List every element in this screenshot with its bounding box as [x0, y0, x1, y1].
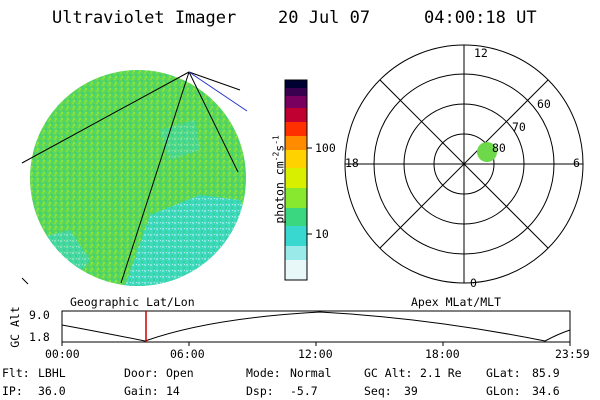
altitude-plot [61, 310, 571, 346]
flt-label: Flt: [2, 366, 30, 380]
door-label: Door: [124, 366, 159, 380]
lat-label-70: 70 [512, 120, 526, 134]
mlt-label-18: 18 [345, 156, 359, 170]
x-tick-0000: 00:00 [45, 347, 80, 361]
apex-caption: Apex MLat/MLT [411, 295, 502, 309]
view-lines [21, 71, 241, 285]
x-tick-0600: 06:00 [170, 347, 205, 361]
dsp-value: -5.7 [290, 384, 318, 398]
colorbar-tick-10: 10 [315, 227, 329, 241]
seq-label: Seq: [364, 384, 392, 398]
altitude-y-bottom: 1.8 [29, 330, 50, 344]
colorbar-unit-exp2: -1 [271, 135, 281, 145]
dsp-label: Dsp: [246, 384, 274, 398]
auroral-spot [477, 142, 497, 162]
gcalt-value: 2.1 Re [420, 366, 462, 380]
mode-label: Mode: [246, 366, 281, 380]
ip-value: 36.0 [38, 384, 66, 398]
seq-value: 39 [404, 384, 418, 398]
geographic-caption: Geographic Lat/Lon [70, 295, 195, 309]
earth-disk [30, 70, 246, 286]
glat-value: 85.9 [532, 366, 560, 380]
colorbar-unit-label: photon cm-2s-1 [272, 114, 287, 244]
date-label: 20 Jul 07 [278, 8, 371, 28]
colorbar-unit-base: photon cm [272, 161, 287, 224]
lat-label-80: 80 [492, 141, 506, 155]
colorbar-tick-100: 100 [315, 141, 336, 155]
flt-value: LBHL [38, 366, 66, 380]
ip-label: IP: [2, 384, 23, 398]
app-title: Ultraviolet Imager [52, 8, 237, 28]
glon-value: 34.6 [532, 384, 560, 398]
colorbar-unit-exp1: -2 [271, 151, 281, 162]
color-bar [284, 79, 312, 281]
glon-label: GLon: [486, 384, 521, 398]
x-tick-2359: 23:59 [555, 347, 590, 361]
sun-direction-line [188, 71, 248, 112]
x-tick-1200: 12:00 [298, 347, 333, 361]
mlt-label-6: 6 [573, 156, 580, 170]
colorbar-unit-mid: s [272, 144, 287, 152]
glat-label: GLat: [486, 366, 521, 380]
time-label: 04:00:18 UT [424, 8, 537, 28]
gcalt-label: GC Alt: [364, 366, 413, 380]
altitude-y-top: 9.0 [29, 308, 50, 322]
mode-value: Normal [290, 366, 332, 380]
gain-label: Gain: [124, 384, 159, 398]
mlt-label-0: 0 [470, 276, 477, 290]
lat-label-60: 60 [537, 97, 551, 111]
mlt-label-12: 12 [474, 46, 488, 60]
altitude-axis-label: GC Alt [7, 306, 22, 348]
polar-plot [344, 44, 584, 284]
gain-value: 14 [166, 384, 180, 398]
x-tick-1800: 18:00 [425, 347, 460, 361]
door-value: Open [166, 366, 194, 380]
